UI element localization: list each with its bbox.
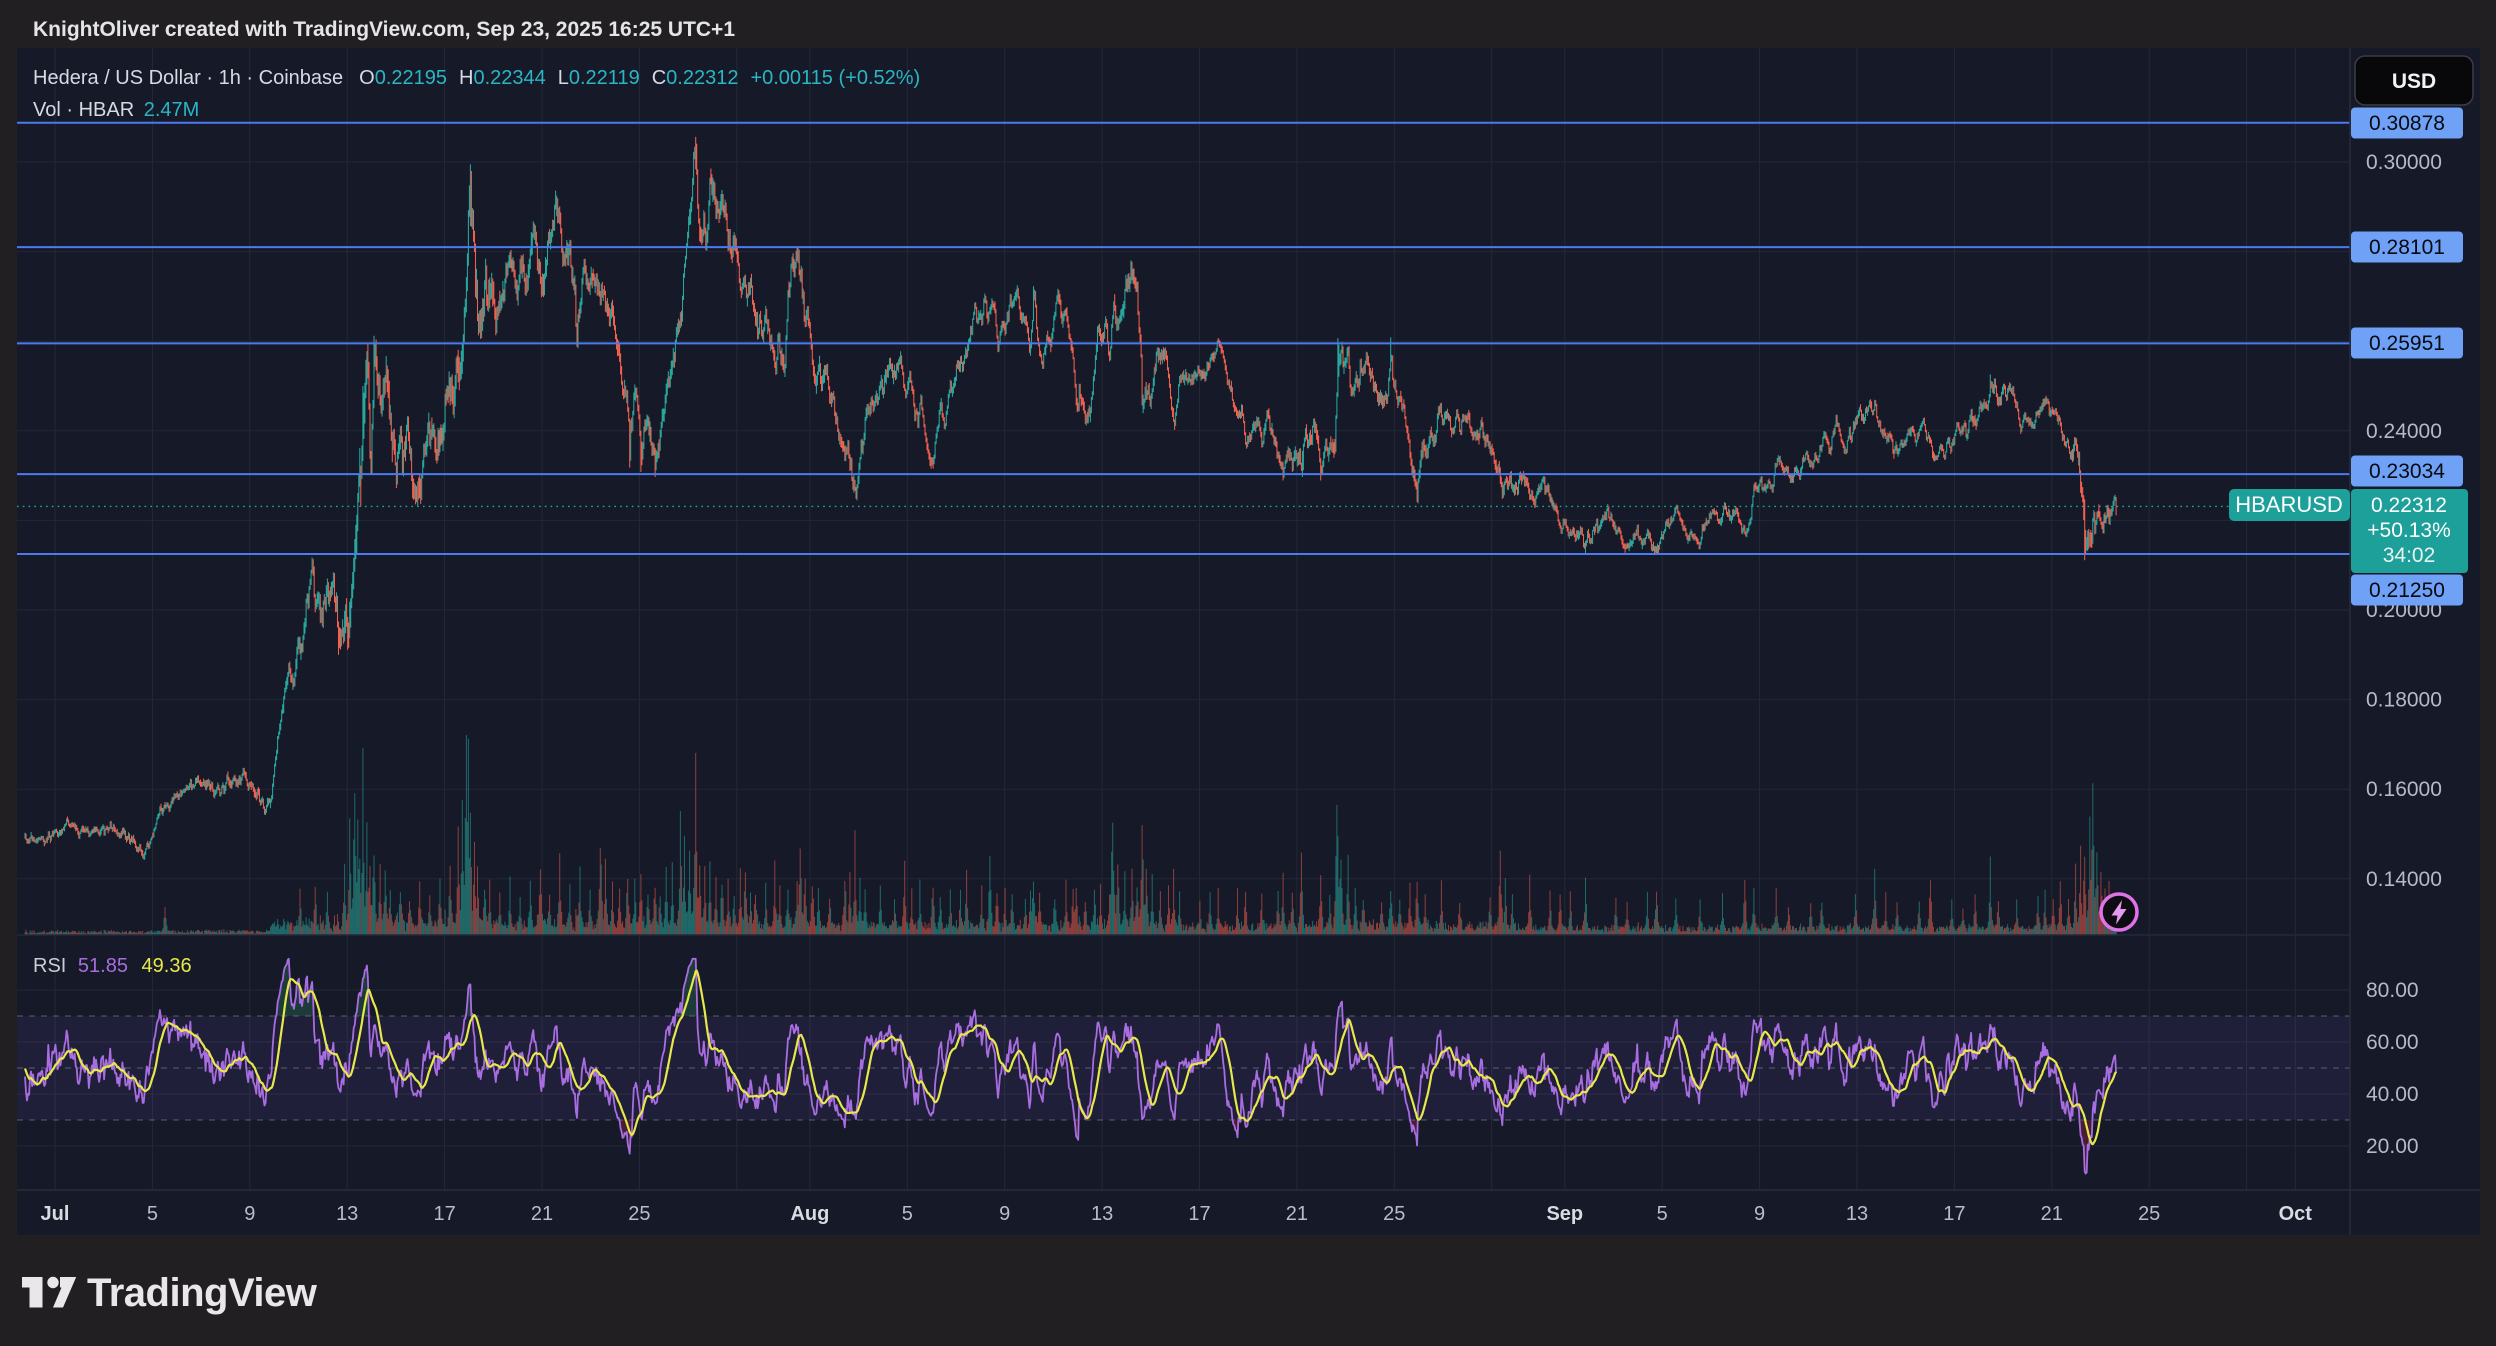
svg-text:USD: USD: [2392, 70, 2436, 93]
svg-text:13: 13: [1091, 1203, 1113, 1225]
svg-text:Vol · HBAR 2.47M: Vol · HBAR 2.47M: [33, 99, 199, 121]
svg-text:0.25951: 0.25951: [2369, 332, 2445, 355]
svg-text:0.23034: 0.23034: [2369, 460, 2445, 483]
svg-text:0.14000: 0.14000: [2366, 868, 2442, 891]
svg-text:0.22312: 0.22312: [2371, 494, 2447, 517]
svg-text:KnightOliver created with Trad: KnightOliver created with TradingView.co…: [33, 18, 735, 41]
svg-text:TradingView: TradingView: [87, 1271, 318, 1315]
svg-text:Aug: Aug: [790, 1203, 829, 1225]
svg-text:RSI 51.85 49.36: RSI 51.85 49.36: [33, 955, 192, 977]
svg-text:0.16000: 0.16000: [2366, 778, 2442, 801]
svg-text:21: 21: [531, 1203, 553, 1225]
svg-text:Hedera / US Dollar · 1h · Coin: Hedera / US Dollar · 1h · Coinbase O0.221…: [33, 67, 920, 89]
svg-text:17: 17: [1188, 1203, 1210, 1225]
svg-text:25: 25: [628, 1203, 650, 1225]
svg-text:0.24000: 0.24000: [2366, 420, 2442, 443]
svg-text:25: 25: [1383, 1203, 1405, 1225]
svg-text:0.21250: 0.21250: [2369, 579, 2445, 602]
svg-text:25: 25: [2138, 1203, 2160, 1225]
svg-text:0.18000: 0.18000: [2366, 689, 2442, 712]
svg-text:13: 13: [1846, 1203, 1868, 1225]
svg-text:9: 9: [1754, 1203, 1765, 1225]
svg-text:9: 9: [999, 1203, 1010, 1225]
svg-text:0.28101: 0.28101: [2369, 236, 2445, 259]
svg-text:34:02: 34:02: [2383, 544, 2436, 567]
svg-text:20.00: 20.00: [2366, 1135, 2419, 1158]
svg-text:5: 5: [1657, 1203, 1668, 1225]
svg-text:21: 21: [1286, 1203, 1308, 1225]
svg-text:9: 9: [244, 1203, 255, 1225]
svg-text:40.00: 40.00: [2366, 1083, 2419, 1106]
svg-text:5: 5: [147, 1203, 158, 1225]
svg-text:0.30000: 0.30000: [2366, 151, 2442, 174]
svg-text:17: 17: [1943, 1203, 1965, 1225]
svg-text:5: 5: [902, 1203, 913, 1225]
svg-text:Sep: Sep: [1546, 1203, 1583, 1225]
svg-text:13: 13: [336, 1203, 358, 1225]
svg-text:17: 17: [433, 1203, 455, 1225]
svg-text:Jul: Jul: [41, 1203, 70, 1225]
svg-text:0.30878: 0.30878: [2369, 112, 2445, 135]
svg-text:60.00: 60.00: [2366, 1031, 2419, 1054]
svg-text:HBARUSD: HBARUSD: [2235, 492, 2343, 517]
svg-text:+50.13%: +50.13%: [2367, 519, 2451, 542]
svg-text:80.00: 80.00: [2366, 979, 2419, 1002]
svg-text:21: 21: [2041, 1203, 2063, 1225]
svg-text:Oct: Oct: [2279, 1203, 2313, 1225]
